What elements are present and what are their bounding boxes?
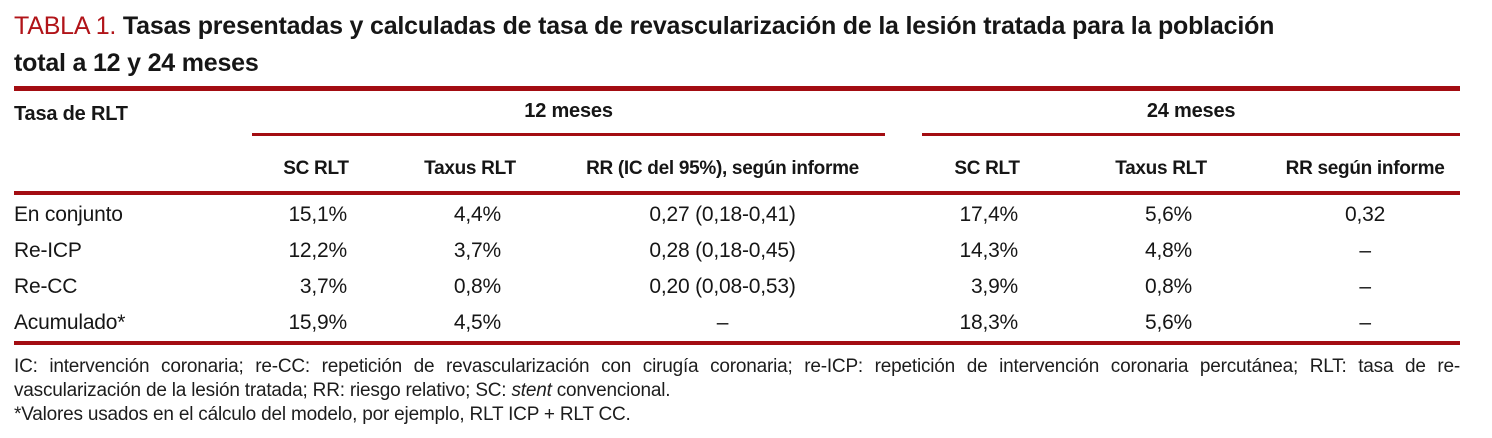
- column-header-sc-rlt-12m: SC RLT: [283, 158, 349, 179]
- data-cell: 15,1%: [288, 203, 347, 226]
- row-label: Re-CC: [14, 275, 78, 298]
- data-cell: 4,8%: [1144, 239, 1193, 262]
- table-title-text-line1: Tasas presentadas y calculadas de tasa d…: [122, 12, 1275, 40]
- mid-rule: [14, 191, 1460, 195]
- table-row-en-conjunto: En conjunto 15,1% 4,4% 0,27 (0,18-0,41) …: [14, 197, 1460, 233]
- column-header-rr-24m: RR según informe: [1285, 158, 1445, 179]
- table-row-acumulado: Acumulado* 15,9% 4,5% – 18,3% 5,6% –: [14, 305, 1460, 341]
- data-cell: –: [1359, 311, 1371, 334]
- column-header-sc-rlt-24m: SC RLT: [954, 158, 1020, 179]
- data-cell: 0,8%: [1144, 275, 1193, 298]
- footnote-abbreviations-line2: vascularización de la lesión tratada; RR…: [14, 380, 671, 401]
- table-row-re-cc: Re-CC 3,7% 0,8% 0,20 (0,08-0,53) 3,9% 0,…: [14, 269, 1460, 305]
- top-rule: [14, 86, 1460, 91]
- table-row-re-icp: Re-ICP 12,2% 3,7% 0,28 (0,18-0,45) 14,3%…: [14, 233, 1460, 269]
- data-cell: 5,6%: [1144, 311, 1193, 334]
- footnote-abbreviations-line1: IC: intervención coronaria; re-CC: repet…: [14, 356, 1460, 377]
- data-cell: 15,9%: [288, 311, 347, 334]
- data-cell: 3,9%: [970, 275, 1019, 298]
- footnote-asterisk: *Valores usados en el cálculo del modelo…: [14, 404, 631, 425]
- footnotes: IC: intervención coronaria; re-CC: repet…: [14, 355, 1460, 427]
- data-cell: 0,8%: [453, 275, 501, 298]
- data-cell: –: [716, 311, 729, 334]
- table-subheader-row: SC RLT Taxus RLT RR (IC del 95%), según …: [14, 136, 1460, 191]
- data-cell: –: [1359, 239, 1371, 262]
- data-cell: 0,27 (0,18-0,41): [649, 203, 796, 226]
- table-title-text-line2: total a 12 y 24 meses: [14, 49, 259, 77]
- table-header-group-row: Tasa de RLT 12 meses 24 meses: [14, 91, 1461, 136]
- column-header-taxus-rlt-12m: Taxus RLT: [424, 158, 516, 179]
- data-cell: 17,4%: [959, 203, 1019, 226]
- row-header-cell: Tasa de RLT: [14, 103, 128, 125]
- data-cell: 18,3%: [959, 311, 1019, 334]
- table-body: En conjunto 15,1% 4,4% 0,27 (0,18-0,41) …: [14, 197, 1460, 341]
- group-gap: [885, 158, 922, 191]
- subheader-empty-cell: [14, 158, 252, 191]
- table-number-label: TABLA 1.: [14, 12, 117, 40]
- data-cell: 3,7%: [453, 239, 501, 262]
- data-cell: 3,7%: [299, 275, 347, 298]
- column-header-taxus-rlt-24m: Taxus RLT: [1115, 158, 1207, 179]
- row-label: Acumulado*: [14, 311, 126, 334]
- data-cell: 0,20 (0,08-0,53): [649, 275, 796, 298]
- data-cell: 4,5%: [453, 311, 501, 334]
- stent-italic-term: stent: [511, 380, 552, 401]
- data-cell: 4,4%: [453, 203, 501, 226]
- data-cell: 0,32: [1345, 203, 1386, 226]
- data-cell: 0,28 (0,18-0,45): [649, 239, 796, 262]
- column-group-24-meses: 24 meses: [922, 91, 1461, 136]
- bottom-rule: [14, 341, 1460, 345]
- data-cell: 12,2%: [288, 239, 347, 262]
- data-cell: –: [1359, 275, 1371, 298]
- column-group-12-meses: 12 meses: [252, 91, 886, 136]
- data-cell: 14,3%: [959, 239, 1019, 262]
- table-title: TABLA 1. Tasas presentadas y calculadas …: [14, 8, 1460, 82]
- row-label: En conjunto: [14, 203, 123, 226]
- data-cell: 5,6%: [1144, 203, 1193, 226]
- row-label: Re-ICP: [14, 239, 82, 262]
- column-header-rr-ic95-12m: RR (IC del 95%), según informe: [586, 158, 859, 179]
